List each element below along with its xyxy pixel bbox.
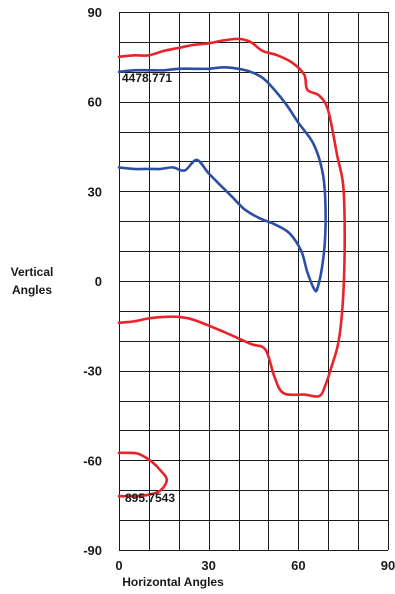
y-tick-label: 90 (88, 5, 102, 20)
annotation-label-2: 895.7543 (125, 491, 175, 505)
annotation-label-1: 4478.771 (122, 71, 172, 85)
x-tick-label: 30 (201, 558, 215, 573)
x-tick-label: 0 (115, 558, 122, 573)
series-group (117, 37, 346, 498)
tick-labels: 90 60 30 0 -30 -60 -90 0 30 60 90 (83, 5, 395, 573)
y-tick-label: 60 (88, 95, 102, 110)
y-tick-label: -90 (83, 543, 102, 558)
x-tick-label: 90 (381, 558, 395, 573)
y-tick-label: -30 (83, 364, 102, 379)
annotations: 4478.771 895.7543 (122, 71, 175, 505)
y-tick-label: 0 (95, 274, 102, 289)
y-tick-label: 30 (88, 184, 102, 199)
series-line-2 (117, 66, 327, 293)
y-axis-title-line: Vertical (11, 265, 54, 279)
x-axis-title: Horizontal Angles (122, 575, 224, 589)
series-line-1 (117, 37, 346, 398)
y-tick-label: -60 (83, 453, 102, 468)
x-tick-label: 60 (291, 558, 305, 573)
series-line-3 (117, 451, 169, 498)
y-axis-title-line: Angles (12, 283, 52, 297)
y-axis-title: Vertical Angles (11, 265, 54, 297)
